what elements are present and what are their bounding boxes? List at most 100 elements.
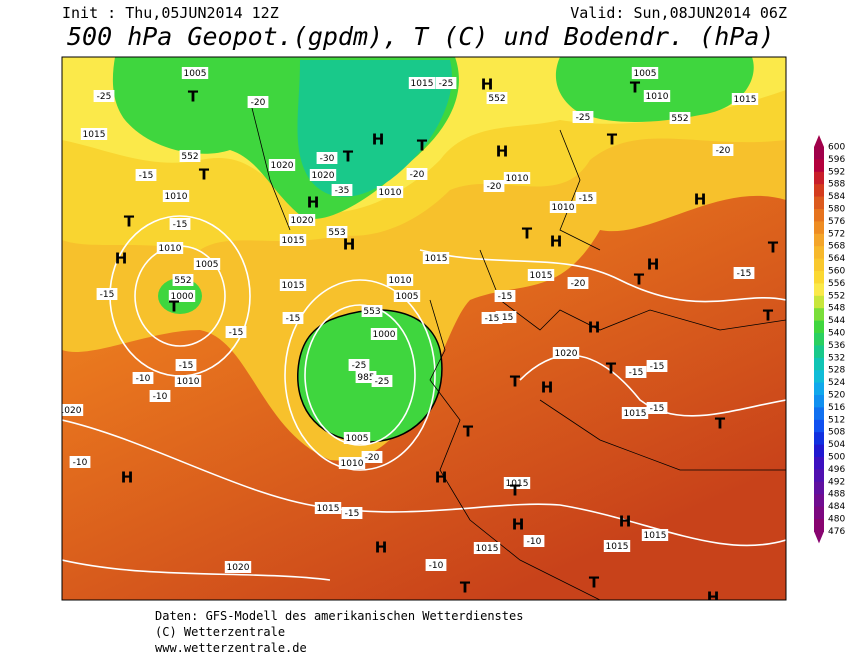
label-box	[69, 456, 91, 468]
colorbar-label: 564	[828, 254, 845, 264]
pressure-center: T	[589, 574, 600, 592]
colorbar-swatch	[814, 258, 824, 272]
label-box	[181, 67, 209, 79]
colorbar-swatch	[814, 283, 824, 297]
label-box	[422, 252, 450, 264]
contour-label: -15	[499, 313, 514, 323]
contour-label: -20	[410, 170, 425, 180]
contour-label: 552	[488, 94, 505, 104]
colorbar-label: 524	[828, 378, 845, 388]
contour-label: -15	[286, 314, 301, 324]
label-box	[603, 540, 631, 552]
label-box	[279, 279, 307, 291]
contour-label: 1020	[312, 171, 335, 181]
contour-label: 1010	[389, 276, 412, 286]
contour-label: 1010	[506, 174, 529, 184]
pressure-center: H	[550, 233, 563, 251]
pressure-center: H	[343, 236, 356, 254]
pressure-center: H	[375, 539, 388, 557]
pressure-center: T	[522, 225, 533, 243]
colorbar-swatch	[814, 357, 824, 371]
colorbar-label: 552	[828, 291, 845, 301]
colorbar-label: 480	[828, 515, 845, 525]
label-box	[149, 390, 171, 402]
label-box	[393, 290, 421, 302]
contour-label: 1020	[555, 349, 578, 359]
contour-label: -25	[375, 377, 390, 387]
label-box	[733, 267, 755, 279]
colorbar-swatch	[814, 209, 824, 222]
label-box	[361, 451, 383, 463]
label-box	[156, 242, 184, 254]
colorbar-swatch	[814, 295, 824, 309]
label-box	[527, 269, 555, 281]
colorbar-label: 536	[828, 341, 845, 351]
label-box	[80, 128, 108, 140]
colorbar-arrow	[814, 531, 824, 544]
pressure-center: H	[481, 76, 494, 94]
colorbar-swatch	[814, 382, 824, 396]
colorbar-label: 584	[828, 192, 845, 202]
contour-label: 1015	[734, 95, 757, 105]
colorbar-swatch	[814, 159, 824, 173]
contour-label: 1005	[196, 260, 219, 270]
contour-label: -15	[650, 404, 665, 414]
valid-time: Valid: Sun,08JUN2014 06Z	[570, 4, 787, 22]
label-box	[343, 432, 371, 444]
label-box	[331, 184, 353, 196]
contour-label: -15	[737, 269, 752, 279]
contour-label: -20	[487, 182, 502, 192]
colorbar-label: 596	[828, 155, 845, 165]
contour-label: 1015	[644, 531, 667, 541]
colorbar-label: 504	[828, 440, 845, 450]
label-box	[631, 67, 659, 79]
colorbar-label: 600	[828, 143, 845, 153]
pressure-center: T	[607, 131, 618, 149]
label-box	[523, 535, 545, 547]
contour-label: 1010	[165, 192, 188, 202]
label-box	[341, 507, 363, 519]
label-box	[224, 561, 252, 573]
colorbar-swatch	[814, 320, 824, 334]
contour-label: -10	[527, 537, 542, 547]
label-box	[338, 457, 366, 469]
label-box	[408, 77, 436, 89]
colorbar-label: 588	[828, 180, 845, 190]
label-box	[355, 371, 377, 383]
contour-label: -15	[485, 314, 500, 324]
colorbar-swatch	[814, 444, 824, 458]
label-box	[193, 258, 221, 270]
colorbar-swatch	[814, 457, 824, 470]
contour-label: -20	[251, 98, 266, 108]
label-box	[169, 218, 191, 230]
contour-label: 1020	[59, 406, 82, 416]
colorbar-label: 484	[828, 502, 845, 512]
colorbar-label: 592	[828, 167, 845, 177]
label-box	[309, 169, 337, 181]
pressure-center: T	[510, 482, 521, 500]
colorbar-label: 520	[828, 391, 845, 401]
colorbar-swatch	[814, 407, 824, 421]
contour-label: 553	[363, 307, 380, 317]
label-box	[731, 93, 759, 105]
contour-label: 1015	[530, 271, 553, 281]
contour-label: 985	[357, 373, 374, 383]
contour-label: 1020	[271, 161, 294, 171]
label-box	[62, 404, 84, 416]
label-box	[247, 96, 269, 108]
label-box	[168, 290, 196, 302]
label-box	[406, 168, 428, 180]
contour-label: 1010	[379, 188, 402, 198]
colorbar-label: 560	[828, 267, 845, 277]
pressure-center: T	[417, 137, 428, 155]
pressure-center: H	[307, 194, 320, 212]
colorbar: 600 596 592 588 584 580 576 572 568 564 560 556 552 5…	[814, 135, 845, 544]
pressure-center: T	[715, 415, 726, 433]
contour-label: 552	[671, 114, 688, 124]
label-box	[93, 90, 115, 102]
contour-label: -15	[173, 220, 188, 230]
colorbar-label: 512	[828, 415, 845, 425]
label-box	[552, 347, 580, 359]
contour-label: -15	[345, 509, 360, 519]
